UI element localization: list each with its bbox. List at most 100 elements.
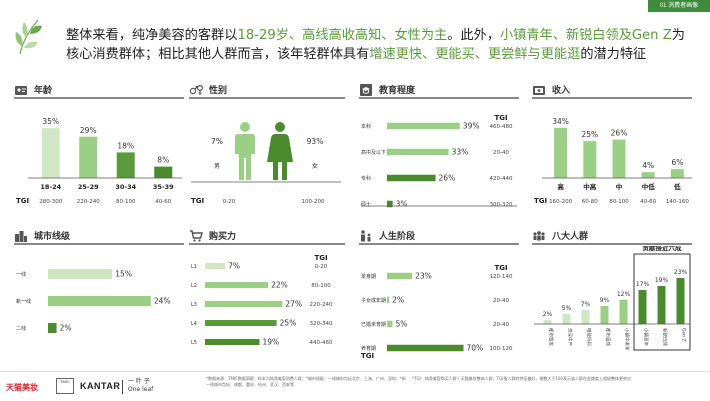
purchase-tgi-value: 80-100	[311, 283, 331, 289]
eight_groups-bar	[600, 306, 609, 324]
lifestage-tgi-header: TGI	[494, 264, 507, 272]
age-tgi-value: 280-300	[39, 199, 62, 205]
gender-value-label: 7%	[211, 137, 223, 146]
people-group-icon	[533, 230, 545, 240]
income-tgi-value: 140-160	[666, 199, 689, 205]
income-category-label: 高	[557, 182, 564, 191]
income-bar	[612, 139, 626, 178]
panel-age: 年龄 35% 18-24 280-300 29% 25-29 220-240 18% 30-3…	[14, 82, 184, 212]
eight_groups-value-label: 12%	[617, 291, 631, 298]
lifestage-value-label: 2%	[392, 296, 404, 305]
purchase-bar	[205, 320, 277, 326]
income-value-label: 6%	[671, 158, 683, 167]
age-bar	[79, 136, 98, 178]
wallet-icon	[533, 85, 545, 95]
education-bar	[387, 174, 436, 182]
section-tab[interactable]: 01 消费者画像	[648, 0, 710, 12]
education-tgi-value: 300-320	[490, 202, 513, 208]
purchase-category-label: L4	[191, 321, 197, 327]
lifestage-category-label: 养育期	[361, 345, 376, 352]
age-category-label: 25-29	[78, 183, 99, 191]
purchase-tgi-value: 320-340	[310, 321, 333, 327]
education-category-label: 本科	[361, 123, 371, 130]
age-tgi-value: 40-60	[155, 199, 171, 205]
purchase-bar	[205, 339, 260, 345]
income-category-label: 低	[673, 182, 681, 191]
income-value-label: 25%	[581, 130, 598, 139]
eight_groups-value-label: 19%	[655, 277, 669, 284]
income-category-label: 中高	[583, 182, 597, 191]
lifestage-tgi-value: 20-40	[493, 298, 509, 304]
eight_groups-category-label: 小镇青年	[643, 328, 650, 346]
city-chart: 15% 一线 24% 新一线 2% 二线	[16, 269, 171, 333]
eight_groups-bar	[638, 290, 647, 324]
income-bar	[641, 172, 655, 178]
panel-title-income: 收入	[552, 86, 571, 96]
female-figure-icon	[267, 122, 293, 180]
education-value-label: 33%	[452, 148, 469, 157]
panel-eight-groups: 八大人群 2% 都市银发 5% 资深中产 7% 精致妈妈 9% 都市蓝领 12% 小镇中老年 17%…	[532, 228, 692, 358]
age-value-label: 8%	[157, 156, 169, 165]
purchase-bar	[205, 282, 269, 288]
city-value-label: 15%	[115, 270, 132, 279]
oneleaf-logo-cn: 一 叶 子	[128, 378, 150, 385]
gender-category-label: 男	[214, 163, 220, 170]
education-category-label: 高中及以下	[361, 149, 386, 156]
eight_groups-category-label: 资深中产	[567, 328, 574, 346]
panel-purchase: 购买力 TGI 7% L1 0-20 22% L2 80-100 27% L3 220-240 25…	[189, 228, 345, 358]
lifestage-bar	[387, 272, 413, 280]
age-bar	[41, 128, 60, 178]
lifestage-category-label: 已婚未育期	[361, 321, 386, 328]
eight_groups-value-label: 23%	[674, 269, 688, 276]
education-tgi-value: 420-440	[490, 176, 513, 182]
footer-note-sources: *数据来源：TMIC数据洞察；样本为纯净美容消费人群；*城市线级：一线城市包括北…	[206, 376, 406, 387]
purchase-value-label: 27%	[285, 300, 302, 309]
income-chart: 34% 高 160-200 25% 中高 60-80 26% 中 80-100 4% 中低 40-60…	[534, 117, 692, 205]
income-bar	[670, 169, 684, 178]
eight_groups-category-label: 新锐白领	[662, 328, 669, 346]
id-card-icon	[15, 85, 27, 95]
eight_groups-bar	[543, 320, 552, 324]
panel-gender: 性别 7% 男 93% 女 TGI 0-20 100-200	[189, 82, 345, 212]
panel-title-city: 城市线级	[34, 232, 71, 242]
education-value-label: 3%	[396, 200, 408, 209]
male-figure-icon	[235, 122, 255, 180]
tmall-beauty-logo: 天猫美妆	[6, 383, 38, 392]
purchase-category-label: L3	[191, 302, 197, 308]
eight_groups-bar	[676, 278, 685, 324]
purchase-category-label: L2	[191, 283, 197, 289]
purchase-bar	[205, 301, 283, 307]
logo-separator	[122, 380, 123, 394]
eight_groups-value-label: 2%	[543, 311, 553, 318]
eight_groups-category-label: 都市银发	[548, 328, 555, 346]
income-value-label: 34%	[552, 117, 569, 126]
age-tgi-label: TGI	[16, 197, 29, 205]
eight_groups-value-label: 7%	[581, 301, 591, 308]
eight_groups-value-label: 5%	[562, 305, 572, 312]
panel-lifestage: 人生阶段 TGI 23% 单身期 120-140 2% 子女成年期 20-40 5% 已婚未育期…	[359, 228, 519, 358]
kantar-logo: KANTAR	[80, 381, 121, 391]
city-bar	[48, 296, 151, 306]
eight-groups-annotation: 贡献接近六成	[643, 246, 683, 252]
education-value-label: 26%	[439, 174, 456, 183]
lifestage-tgi-value: 20-40	[493, 322, 509, 328]
education-bar	[387, 200, 393, 208]
eight_groups-category-label: 小镇中老年	[624, 328, 631, 351]
age-bar	[116, 152, 135, 178]
lifestage-tgi-value: 120-140	[490, 274, 513, 280]
panel-city: 城市线级 15% 一线 24% 新一线 2% 二线	[14, 228, 184, 358]
lifestage-category-label: 子女成年期	[361, 297, 386, 304]
purchase-bar	[205, 263, 226, 269]
lifestage-bar	[387, 296, 390, 304]
panel-title-purchase: 购买力	[209, 232, 237, 242]
headline-summary: 整体来看，纯净美容的客群以18-29岁、高线高收高知、女性为主。此外，小镇青年、…	[66, 28, 685, 62]
city-value-label: 2%	[60, 324, 72, 333]
gender-tgi-value: 100-200	[302, 199, 325, 205]
education-tgi-value: 460-480	[490, 124, 513, 130]
oneleaf-logo-en: One leaf	[128, 386, 154, 393]
panel-title-age: 年龄	[34, 86, 53, 96]
city-category-label: 二线	[16, 325, 26, 332]
lifestage-value-label: 5%	[395, 320, 407, 329]
purchase-tgi-value: 0-20	[315, 264, 328, 270]
education-tgi-value: 20-40	[493, 150, 509, 156]
